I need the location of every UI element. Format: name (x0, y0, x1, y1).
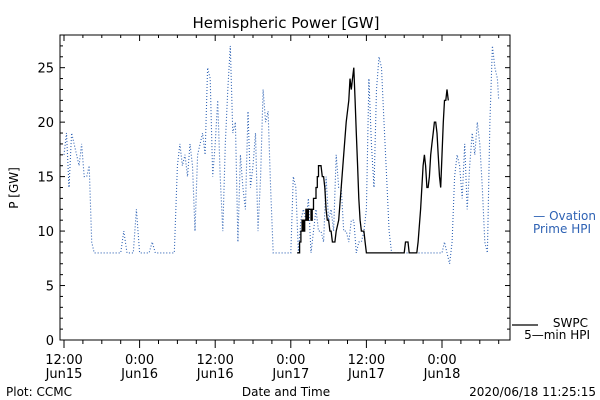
legend-ovation-label: Prime HPI (533, 222, 591, 236)
x-tick-label-time: 12:00 (45, 353, 82, 368)
y-tick-label: 0 (46, 334, 54, 349)
x-axis-label: Date and Time (242, 385, 330, 399)
legend-swpc-label: SWPC (553, 316, 588, 330)
x-tick-label-time: 0:00 (125, 353, 154, 368)
x-tick-label-time: 0:00 (276, 353, 305, 368)
plot-credit: Plot: CCMC (6, 385, 72, 399)
x-tick-label-date: Jun15 (45, 367, 83, 382)
x-tick-label-date: Jun17 (347, 367, 385, 382)
y-tick-label: 10 (37, 225, 54, 240)
y-axis-label: P [GW] (7, 167, 21, 209)
x-tick-label-date: Jun16 (196, 367, 234, 382)
x-tick-label-date: Jun17 (271, 367, 309, 382)
x-tick-label-time: 12:00 (348, 353, 385, 368)
swpc-series-line (297, 67, 449, 254)
plot-frame (59, 34, 511, 341)
x-tick-label-time: 12:00 (196, 353, 233, 368)
x-tick-label-time: 0:00 (427, 353, 456, 368)
plot-timestamp: 2020/06/18 11:25:15 (469, 385, 596, 399)
y-tick-label: 20 (37, 116, 54, 131)
x-tick-label-date: Jun18 (423, 367, 461, 382)
legend-ovation-label: — Ovation (533, 209, 596, 223)
y-tick-label: 15 (37, 171, 54, 186)
x-tick-label-date: Jun16 (120, 367, 158, 382)
ovation-prime-series-line (63, 45, 500, 264)
chart-title: Hemispheric Power [GW] (193, 14, 380, 32)
x-axis: 12:00Jun150:00Jun1612:00Jun160:00Jun1712… (45, 35, 500, 382)
series-layer (63, 45, 500, 264)
y-tick-label: 5 (46, 280, 54, 295)
legend-swpc-label: 5—min HPI (524, 328, 590, 342)
y-axis: 0 5 10 15 20 25 (37, 34, 510, 349)
y-tick-label: 25 (37, 62, 54, 77)
